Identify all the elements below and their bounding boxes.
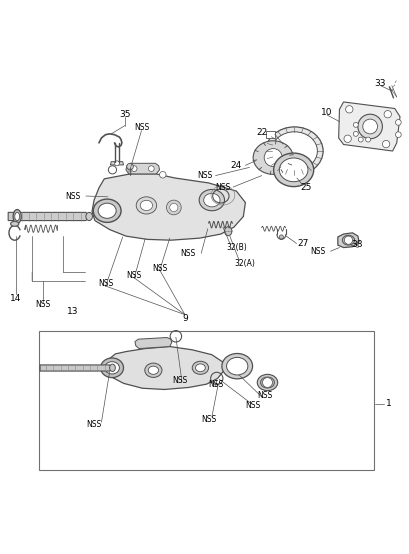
Circle shape xyxy=(382,140,390,148)
Circle shape xyxy=(166,200,181,215)
Circle shape xyxy=(263,378,272,387)
Ellipse shape xyxy=(192,361,209,375)
Circle shape xyxy=(353,122,358,127)
Ellipse shape xyxy=(110,364,115,372)
Ellipse shape xyxy=(15,212,20,220)
Ellipse shape xyxy=(342,235,355,245)
Circle shape xyxy=(384,111,391,118)
Ellipse shape xyxy=(227,357,248,375)
Text: 35: 35 xyxy=(119,110,130,119)
Circle shape xyxy=(346,106,353,113)
Text: 22: 22 xyxy=(256,128,267,137)
Ellipse shape xyxy=(204,193,220,207)
Ellipse shape xyxy=(140,201,153,211)
Text: 10: 10 xyxy=(321,108,333,117)
Ellipse shape xyxy=(148,366,159,375)
Text: 25: 25 xyxy=(300,183,312,192)
Circle shape xyxy=(358,137,363,142)
Text: NSS: NSS xyxy=(245,401,261,411)
Polygon shape xyxy=(110,162,124,165)
Circle shape xyxy=(344,135,351,142)
Text: NSS: NSS xyxy=(65,192,81,201)
Ellipse shape xyxy=(98,203,116,218)
Ellipse shape xyxy=(86,212,92,220)
Ellipse shape xyxy=(257,375,278,391)
Text: 33: 33 xyxy=(375,79,386,89)
Text: NSS: NSS xyxy=(198,171,213,180)
Text: 9: 9 xyxy=(182,314,188,323)
Text: NSS: NSS xyxy=(257,391,273,400)
Text: 27: 27 xyxy=(297,239,308,248)
Text: 32(B): 32(B) xyxy=(226,243,247,252)
Circle shape xyxy=(131,166,137,172)
Ellipse shape xyxy=(266,127,323,175)
Circle shape xyxy=(396,132,401,137)
Circle shape xyxy=(366,137,371,142)
Ellipse shape xyxy=(279,158,308,182)
Ellipse shape xyxy=(101,358,124,378)
Text: NSS: NSS xyxy=(152,264,167,273)
Text: NSS: NSS xyxy=(126,271,142,280)
Circle shape xyxy=(396,120,401,125)
Text: NSS: NSS xyxy=(180,249,196,258)
Circle shape xyxy=(127,163,133,170)
Circle shape xyxy=(279,235,283,239)
Circle shape xyxy=(160,172,166,178)
Text: 1: 1 xyxy=(386,399,391,408)
Polygon shape xyxy=(106,347,224,389)
Ellipse shape xyxy=(136,197,157,214)
Text: NSS: NSS xyxy=(208,380,224,389)
Polygon shape xyxy=(8,212,89,220)
Circle shape xyxy=(115,161,119,166)
Polygon shape xyxy=(92,174,245,240)
Ellipse shape xyxy=(274,153,314,187)
Polygon shape xyxy=(266,131,275,138)
Text: 38: 38 xyxy=(351,240,362,249)
Text: 14: 14 xyxy=(10,294,21,303)
Circle shape xyxy=(148,166,154,172)
Polygon shape xyxy=(338,233,359,248)
Text: NSS: NSS xyxy=(134,123,149,132)
Text: NSS: NSS xyxy=(215,182,230,192)
Ellipse shape xyxy=(105,362,119,374)
Polygon shape xyxy=(135,337,172,348)
Circle shape xyxy=(363,119,378,134)
Text: NSS: NSS xyxy=(36,300,51,309)
Circle shape xyxy=(264,148,282,167)
Text: NSS: NSS xyxy=(172,376,188,384)
Polygon shape xyxy=(339,102,400,151)
Ellipse shape xyxy=(145,363,162,377)
Polygon shape xyxy=(40,365,112,371)
Ellipse shape xyxy=(196,364,205,372)
Ellipse shape xyxy=(13,209,21,223)
Text: NSS: NSS xyxy=(86,420,102,429)
Text: 32(A): 32(A) xyxy=(234,259,255,268)
Text: NSS: NSS xyxy=(98,279,113,289)
Text: NSS: NSS xyxy=(310,247,326,256)
Ellipse shape xyxy=(222,353,253,379)
Ellipse shape xyxy=(253,141,293,175)
Circle shape xyxy=(170,203,178,212)
Text: 24: 24 xyxy=(230,161,241,170)
Ellipse shape xyxy=(11,222,19,226)
Ellipse shape xyxy=(199,189,225,211)
Ellipse shape xyxy=(272,132,317,170)
Text: NSS: NSS xyxy=(201,415,216,424)
Bar xyxy=(39,331,374,470)
Ellipse shape xyxy=(93,199,121,222)
Circle shape xyxy=(353,131,358,136)
Circle shape xyxy=(358,114,382,138)
Ellipse shape xyxy=(225,227,232,235)
Polygon shape xyxy=(126,163,160,174)
Ellipse shape xyxy=(261,377,274,388)
Text: 13: 13 xyxy=(67,307,79,316)
Circle shape xyxy=(344,236,353,244)
